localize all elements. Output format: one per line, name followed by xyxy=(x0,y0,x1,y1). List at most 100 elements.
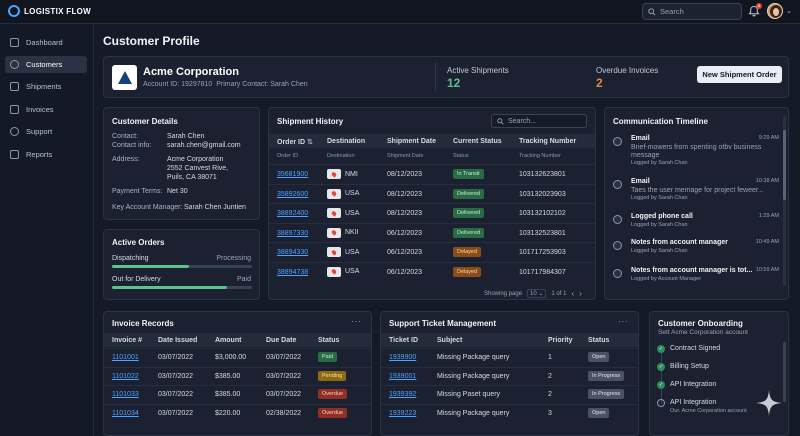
detail-value: Sarah Chen xyxy=(167,133,205,140)
scrollbar-thumb[interactable] xyxy=(783,130,786,200)
pin-glyph xyxy=(330,268,338,275)
shipment-date: 08/12/2023 xyxy=(387,190,423,198)
status-badge: Overdue xyxy=(318,407,348,418)
sidebar-item-invoices[interactable]: Invoices xyxy=(5,101,87,118)
timeline-title: Email xyxy=(631,178,650,185)
invoice-id-link[interactable]: 1101022 xyxy=(112,372,139,380)
new-shipment-order-button[interactable]: New Shipment Order xyxy=(697,66,782,83)
user-avatar[interactable] xyxy=(767,3,783,19)
date-issued: 03/07/2022 xyxy=(158,409,194,417)
order-id-link[interactable]: 35681900 xyxy=(277,171,309,178)
detail-label: Address: xyxy=(112,156,140,163)
search-input[interactable]: Search xyxy=(642,3,742,20)
timeline-logged-by: Logged by Sarah Chan xyxy=(631,160,688,166)
column-header[interactable]: Invoice # xyxy=(112,337,142,344)
invoice-id-link[interactable]: 1101033 xyxy=(112,391,139,398)
card-title: Support Ticket Management xyxy=(389,319,496,328)
chevron-down-icon[interactable]: ⌄ xyxy=(786,8,792,15)
shipment-search-input[interactable]: Search... xyxy=(491,114,587,128)
invoice-id-link[interactable]: 1101001 xyxy=(112,354,139,361)
app-logo[interactable]: LOGISTIX FLOW xyxy=(8,5,91,17)
notification-bell-icon[interactable]: 8 xyxy=(748,3,762,17)
order-id-link[interactable]: 38892400 xyxy=(277,210,309,217)
column-header[interactable]: Due Date xyxy=(266,337,297,344)
card-title: Shipment History xyxy=(277,117,344,126)
timeline-logged-by: Logged by Sarah Chan xyxy=(631,222,688,228)
column-header[interactable]: Priority xyxy=(548,337,573,344)
ticket-id-link[interactable]: 1939392 xyxy=(389,391,417,398)
scrollbar-track[interactable] xyxy=(783,116,786,286)
column-header-tracking[interactable]: Tracking Number xyxy=(519,138,577,145)
column-subheader: Order ID xyxy=(277,153,299,159)
order-id-link[interactable]: 35892600 xyxy=(277,190,309,198)
pin-glyph xyxy=(330,229,338,236)
timeline-item[interactable]: Email 9:29 AM Brief-mowers from spenting o… xyxy=(613,134,779,166)
more-options-icon[interactable]: ··· xyxy=(618,317,629,326)
sidebar-item-label: Reports xyxy=(26,150,53,159)
scrollbar-track[interactable] xyxy=(783,342,786,402)
table-row: 1939001 Missing Package query 2 In Progress xyxy=(381,366,638,385)
invoice-id-link[interactable]: 1101034 xyxy=(112,409,139,417)
timeline-time: 10:38 AM xyxy=(755,178,779,184)
destination-text: USA xyxy=(345,190,360,197)
due-date: 03/07/2022 xyxy=(266,372,302,380)
check-circle-icon: ✓ xyxy=(657,381,665,389)
ticket-subject: Missing Package query xyxy=(437,409,510,417)
sparkle-icon xyxy=(756,390,782,416)
pagination: Showing page 10 ⌄ 1 of 1 ‹ › xyxy=(484,289,582,298)
timeline-desc: Taes the user memage for project feweer.… xyxy=(631,187,764,194)
column-header-status[interactable]: Current Status xyxy=(453,138,502,145)
amount: $385.00 xyxy=(215,372,241,380)
timeline-item[interactable]: Logged phone call 1:29 AM Logged by Sarah … xyxy=(613,212,779,238)
destination-text: NMI xyxy=(345,170,358,178)
sidebar-item-label: Dashboard xyxy=(26,38,63,47)
card-title: Active Orders xyxy=(112,238,165,247)
order-id-link[interactable]: 38894330 xyxy=(277,249,309,256)
column-header[interactable]: Ticket ID xyxy=(389,337,419,344)
detail-label: Contact: xyxy=(112,133,139,140)
destination-cell: USA xyxy=(327,208,359,218)
ticket-id-link[interactable]: 1939223 xyxy=(389,409,417,417)
timeline-item[interactable]: Email 10:38 AM Taes the user memage for pr… xyxy=(613,177,779,203)
detail-value: sarah.chen@gmail.com xyxy=(167,142,241,149)
timeline-item[interactable]: Notes from account manager 10:49 AM Logged… xyxy=(613,238,779,264)
prev-page-button[interactable]: ‹ xyxy=(571,289,575,298)
column-header[interactable]: Amount xyxy=(215,337,242,344)
sidebar-item-customers[interactable]: Customers xyxy=(5,56,87,73)
detail-value: 2552 Canvest Rive, xyxy=(167,165,229,172)
column-header[interactable]: Date Issued xyxy=(158,337,198,344)
sidebar-item-support[interactable]: Support xyxy=(5,123,87,140)
next-page-button[interactable]: › xyxy=(579,289,582,298)
table-row: 1939900 Missing Package query 1 Open xyxy=(381,348,638,366)
column-header-date[interactable]: Shipment Date xyxy=(387,138,437,145)
onboarding-step-label: Billing Setup xyxy=(670,363,709,370)
order-id-link[interactable]: 38894738 xyxy=(277,268,309,276)
ticket-id-link[interactable]: 1939900 xyxy=(389,354,417,361)
column-header-order-id[interactable]: Order ID ⇅ xyxy=(277,139,313,146)
detail-value: Net 30 xyxy=(167,188,188,195)
onboarding-step: ✓ Contract Signed xyxy=(657,345,777,361)
sidebar-item-dashboard[interactable]: Dashboard xyxy=(5,34,87,51)
column-header-destination[interactable]: Destination xyxy=(327,138,366,145)
column-header[interactable]: Status xyxy=(588,337,610,344)
column-header[interactable]: Status xyxy=(318,337,340,344)
date-issued: 03/07/2022 xyxy=(158,372,194,380)
ticket-priority: 3 xyxy=(548,409,552,417)
column-header[interactable]: Subject xyxy=(437,337,463,344)
map-pin-icon xyxy=(327,188,341,199)
table-row: 1939223 Missing Package query 3 Open xyxy=(381,403,638,422)
timeline-item[interactable]: Notes from account manager is tot... 10:5… xyxy=(613,266,779,292)
sidebar-item-shipments[interactable]: Shipments xyxy=(5,78,87,95)
page-size-select[interactable]: 10 ⌄ xyxy=(527,289,547,298)
more-options-icon[interactable]: ··· xyxy=(351,317,362,326)
app-name: LOGISTIX FLOW xyxy=(24,6,92,16)
onboarding-step-label: API Integration xyxy=(670,381,717,388)
profile-header-card: Acme Corporation Account ID: 19297810 Pr… xyxy=(103,56,789,98)
sidebar-item-reports[interactable]: Reports xyxy=(5,146,87,163)
status-badge: Paid xyxy=(318,352,338,362)
status-badge: Overdue xyxy=(318,389,348,399)
order-id-link[interactable]: 38897330 xyxy=(277,229,309,237)
card-title: Communication Timeline xyxy=(613,117,708,126)
pin-glyph xyxy=(330,248,338,256)
ticket-id-link[interactable]: 1939001 xyxy=(389,372,417,380)
